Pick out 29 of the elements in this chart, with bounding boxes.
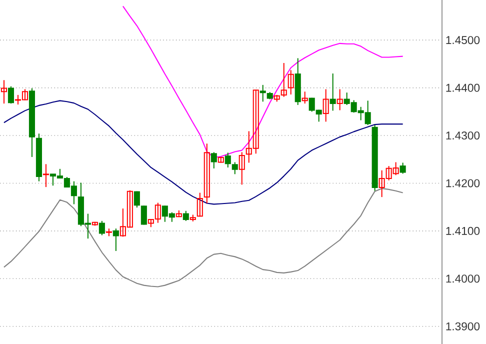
candlestick bbox=[238, 152, 245, 186]
y-tick-label: 1.4200 bbox=[446, 179, 480, 188]
candlestick bbox=[134, 190, 140, 208]
candlestick bbox=[98, 220, 105, 236]
y-tick-label: 1.4100 bbox=[446, 226, 480, 235]
candlestick bbox=[260, 84, 266, 102]
y-tick-label: 1.4400 bbox=[446, 84, 480, 92]
candlestick bbox=[224, 152, 231, 168]
candlestick bbox=[196, 192, 203, 218]
candlestick bbox=[400, 162, 406, 174]
y-tick-label: 1.3900 bbox=[446, 322, 480, 330]
candlestick bbox=[336, 88, 343, 111]
candlestick bbox=[280, 62, 287, 98]
candlestick bbox=[210, 152, 217, 169]
y-tick-label: 1.4000 bbox=[446, 274, 480, 283]
candlestick bbox=[322, 88, 329, 122]
candlestick bbox=[140, 205, 147, 226]
candlestick bbox=[302, 91, 308, 104]
candlestick bbox=[42, 164, 49, 188]
candlestick bbox=[204, 143, 210, 204]
candlestick bbox=[330, 72, 336, 112]
candlestick bbox=[182, 210, 189, 222]
candlestick bbox=[112, 228, 119, 252]
candlestick bbox=[8, 86, 14, 104]
y-tick-label: 1.4500 bbox=[446, 36, 480, 44]
candlestick bbox=[232, 162, 238, 175]
candlestick bbox=[0, 80, 8, 104]
candlestick bbox=[288, 70, 294, 95]
y-tick-label: 1.4300 bbox=[446, 132, 480, 140]
